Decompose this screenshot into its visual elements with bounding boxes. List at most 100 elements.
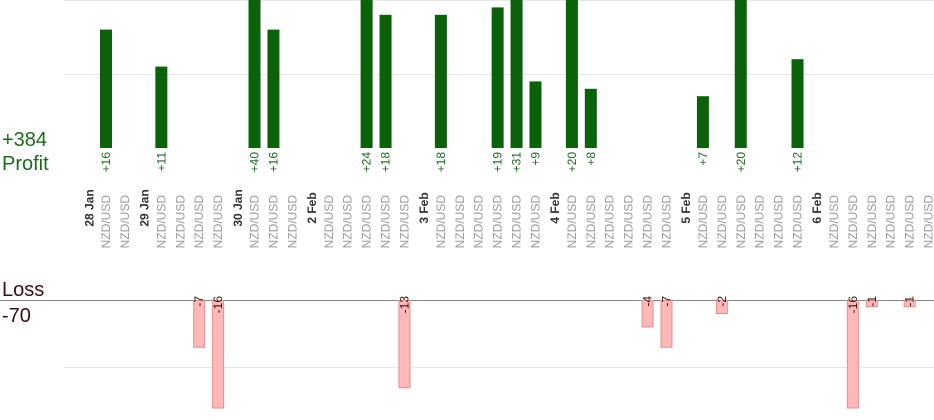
date-label: 29 Jan — [138, 189, 152, 226]
profit-value-label: +31 — [510, 152, 524, 173]
date-label: 3 Feb — [417, 192, 431, 223]
instrument-label: NZD/USD — [584, 195, 598, 249]
profit-bar — [267, 29, 280, 149]
date-labels: 28 Jan 29 Jan 30 Jan 2 Feb 3 Feb 4 Feb 5 Feb 6 … — [82, 189, 824, 226]
instrument-label: NZD/USD — [884, 195, 898, 249]
instrument-label: NZD/USD — [641, 195, 655, 249]
profit-value-label: +7 — [696, 152, 710, 166]
date-label: 2 Feb — [305, 192, 319, 223]
loss-value-label: -7 — [192, 296, 206, 307]
loss-value-label: -2 — [715, 296, 729, 307]
profit-bar — [584, 88, 597, 148]
profit-bar — [379, 14, 392, 148]
loss-value-label: -16 — [211, 296, 225, 314]
instrument-label: NZD/USD — [397, 195, 411, 249]
instrument-label: NZD/USD — [453, 195, 467, 249]
loss-bar — [903, 300, 916, 308]
instrument-label: NZD/USD — [322, 195, 336, 249]
instrument-label: NZD/USD — [696, 195, 710, 249]
profit-value-label: +8 — [584, 152, 598, 166]
profit-value-label: +16 — [266, 152, 280, 173]
profit-value-label: +11 — [154, 152, 168, 172]
loss-value-label: -1 — [903, 296, 917, 307]
loss-bar — [865, 300, 878, 308]
instrument-label: NZD/USD — [266, 195, 280, 249]
loss-value-label: -4 — [641, 296, 655, 307]
profit-bar — [529, 81, 542, 148]
instrument-label: NZD/USD — [565, 195, 579, 249]
profit-bar — [791, 59, 804, 149]
profit-bar — [248, 0, 261, 148]
instrument-label: NZD/USD — [528, 195, 542, 249]
loss-bar — [641, 300, 654, 328]
profit-bars — [100, 0, 804, 149]
instrument-label: NZD/USD — [922, 195, 934, 249]
instrument-label: NZD/USD — [791, 195, 805, 249]
loss-bar — [212, 300, 225, 409]
profit-value-label: +16 — [99, 152, 113, 173]
date-label: 4 Feb — [548, 192, 562, 223]
profit-value-label: +40 — [248, 152, 262, 173]
instrument-label: NZD/USD — [865, 195, 879, 249]
loss-bars — [193, 300, 916, 409]
instrument-label: NZD/USD — [772, 195, 786, 249]
grid-lines — [0, 0, 934, 368]
instrument-label: NZD/USD — [491, 195, 505, 249]
loss-bar — [193, 300, 206, 348]
instrument-label: NZD/USD — [510, 195, 524, 249]
instrument-label: NZD/USD — [903, 195, 917, 249]
profit-bar — [155, 66, 168, 148]
profit-value-label: +19 — [491, 152, 505, 173]
loss-value-label: -16 — [846, 296, 860, 314]
instrument-label: NZD/USD — [846, 195, 860, 249]
instrument-labels: NZD/USD NZD/USD NZD/USD NZD/USD NZD/USD NZD/U… — [99, 195, 934, 249]
instrument-label: NZD/USD — [753, 195, 767, 249]
profit-value-label: +12 — [791, 152, 805, 173]
trade-value-labels: +16 +11 -7 -16 +40 +16 +24 +18 -13 +18 +19 +31 +9 +20… — [99, 152, 917, 314]
loss-bar — [715, 300, 728, 314]
instrument-label: NZD/USD — [603, 195, 617, 249]
loss-value-label: -13 — [397, 296, 411, 314]
loss-bar — [846, 300, 859, 409]
loss-bar — [398, 300, 411, 389]
loss-bar — [660, 300, 673, 348]
loss-value-label: -7 — [660, 296, 674, 307]
instrument-label: NZD/USD — [154, 195, 168, 249]
date-label: 6 Feb — [810, 192, 824, 223]
profit-bar — [100, 29, 112, 149]
profit-value-label: +9 — [528, 152, 542, 166]
instrument-label: NZD/USD — [248, 195, 262, 249]
instrument-label: NZD/USD — [622, 195, 636, 249]
date-label: 28 Jan — [82, 189, 96, 226]
instrument-label: NZD/USD — [734, 195, 748, 249]
loss-value-label: -1 — [865, 296, 879, 307]
instrument-label: NZD/USD — [434, 195, 448, 249]
profit-total: +384 — [2, 129, 47, 151]
date-label: 5 Feb — [679, 192, 693, 223]
profit-bar — [565, 0, 578, 148]
profit-value-label: +20 — [565, 152, 579, 173]
instrument-label: NZD/USD — [211, 195, 225, 249]
profit-label: Profit — [2, 153, 49, 175]
loss-label: Loss — [2, 279, 44, 301]
instrument-label: NZD/USD — [715, 195, 729, 249]
profit-value-label: +18 — [379, 152, 393, 173]
instrument-label: NZD/USD — [173, 195, 187, 249]
profit-bar — [491, 7, 504, 149]
instrument-label: NZD/USD — [192, 195, 206, 249]
profit-bar — [734, 0, 747, 148]
instrument-label: NZD/USD — [660, 195, 674, 249]
instrument-label: NZD/USD — [118, 195, 132, 249]
profit-value-label: +18 — [434, 152, 448, 173]
instrument-label: NZD/USD — [285, 195, 299, 249]
profit-bar — [510, 0, 523, 148]
instrument-label: NZD/USD — [827, 195, 841, 249]
date-label: 30 Jan — [231, 189, 245, 226]
instrument-label: NZD/USD — [360, 195, 374, 249]
instrument-label: NZD/USD — [99, 195, 113, 249]
profit-value-label: +20 — [734, 152, 748, 173]
profit-bar — [434, 14, 447, 148]
profit-bar — [696, 96, 709, 148]
instrument-label: NZD/USD — [472, 195, 486, 249]
